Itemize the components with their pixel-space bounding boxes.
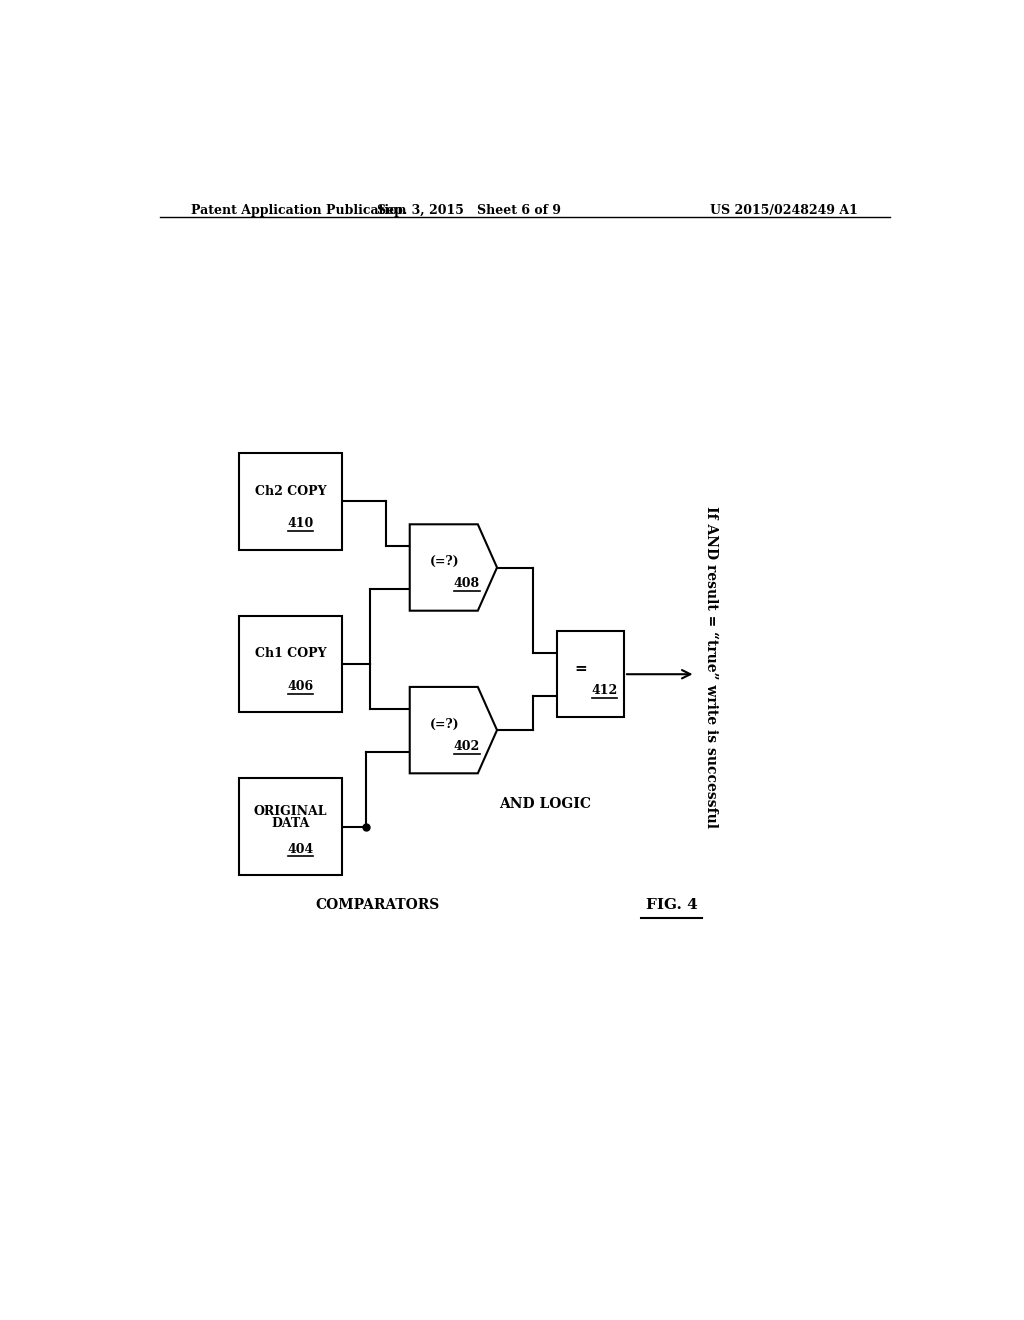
Text: DATA: DATA [271,817,310,830]
Text: 410: 410 [287,517,313,531]
Polygon shape [410,524,497,611]
Text: Ch2 COPY: Ch2 COPY [255,484,327,498]
Bar [240,615,342,713]
Bar [240,453,342,549]
Text: US 2015/0248249 A1: US 2015/0248249 A1 [711,205,858,216]
Text: 402: 402 [454,741,480,752]
Text: If AND result = “true” write is successful: If AND result = “true” write is successf… [705,506,718,828]
Text: Patent Application Publication: Patent Application Publication [191,205,407,216]
Text: 406: 406 [287,680,313,693]
Text: 412: 412 [592,684,617,697]
Text: ORIGINAL: ORIGINAL [254,805,328,818]
Text: 404: 404 [287,842,313,855]
Text: FIG. 4: FIG. 4 [646,899,697,912]
Text: =: = [574,663,587,676]
Text: AND LOGIC: AND LOGIC [499,797,591,810]
Bar [240,779,342,875]
Text: Ch1 COPY: Ch1 COPY [255,647,327,660]
Text: Sep. 3, 2015   Sheet 6 of 9: Sep. 3, 2015 Sheet 6 of 9 [377,205,561,216]
Bar [557,631,624,718]
Polygon shape [410,686,497,774]
Text: COMPARATORS: COMPARATORS [315,899,440,912]
Text: (=?): (=?) [430,718,460,730]
Text: (=?): (=?) [430,554,460,568]
Text: 408: 408 [454,577,480,590]
